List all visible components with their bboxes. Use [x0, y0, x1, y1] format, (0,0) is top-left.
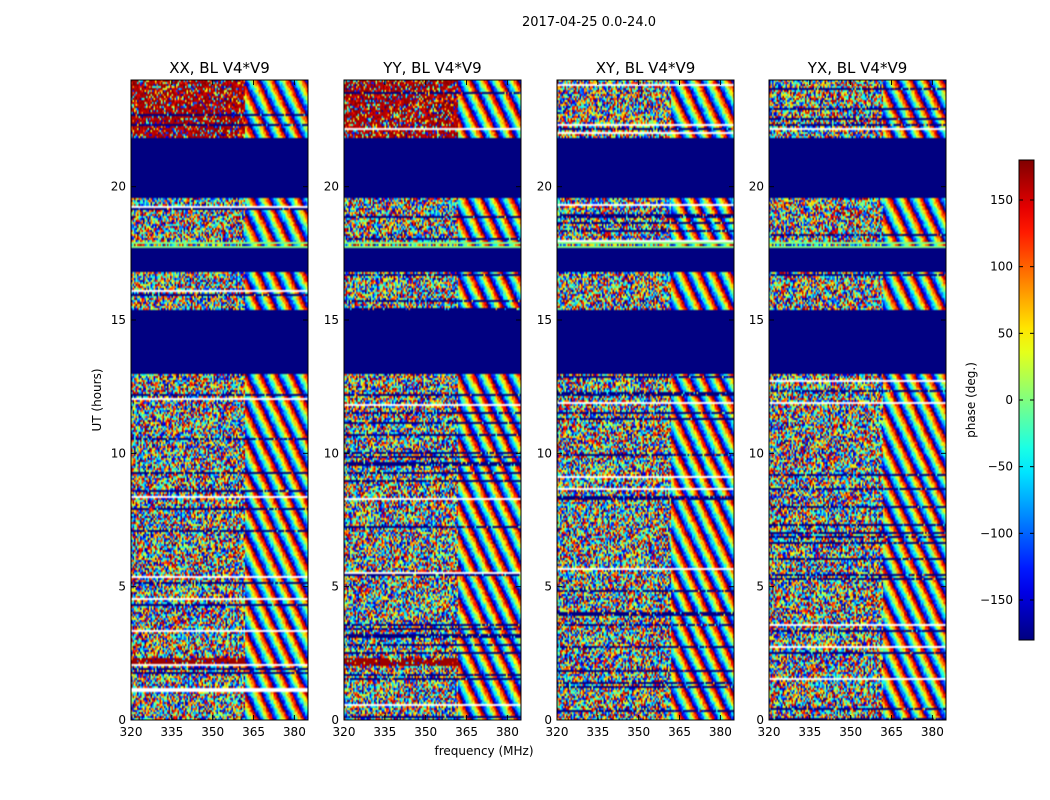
- colorbar-tick-label: −50: [988, 460, 1013, 474]
- x-tick-label: 335: [373, 725, 396, 739]
- y-tick-label: 15: [537, 313, 552, 327]
- y-tick-label: 0: [544, 713, 552, 727]
- panel-yx: YX, BL V4*V9 320 335 350 365 380 0 5 10 15 20: [749, 59, 947, 739]
- y-tick-label: 10: [324, 446, 339, 460]
- x-tick-label: 320: [120, 725, 143, 739]
- colorbar: −150 −100 −50 0 50 100 150: [980, 159, 1035, 641]
- y-tick-label: 10: [749, 446, 764, 460]
- y-tick-label: 5: [544, 580, 552, 594]
- colorbar-label: phase (deg.): [964, 362, 978, 438]
- panel-xx: XX, BL V4*V9 320 335 350 365 380 0 5 10 15 20: [111, 59, 309, 739]
- x-tick-label: 365: [455, 725, 478, 739]
- y-tick-label: 5: [118, 580, 126, 594]
- colorbar-tick-label: 150: [990, 193, 1013, 207]
- y-tick-label: 15: [111, 313, 126, 327]
- colorbar-tick-label: 50: [998, 326, 1013, 340]
- heatmap-xy: [557, 80, 734, 720]
- x-tick-label: 320: [546, 725, 569, 739]
- y-tick-label: 10: [111, 446, 126, 460]
- y-tick-label: 15: [749, 313, 764, 327]
- x-tick-label: 365: [242, 725, 265, 739]
- x-tick-label: 365: [668, 725, 691, 739]
- panel-title-yy: YY, BL V4*V9: [382, 59, 481, 77]
- x-tick-label: 380: [921, 725, 944, 739]
- colorbar-tick-label: −150: [980, 593, 1013, 607]
- x-tick-label: 365: [880, 725, 903, 739]
- x-tick-label: 350: [414, 725, 437, 739]
- panel-title-xy: XY, BL V4*V9: [596, 59, 696, 77]
- x-tick-label: 335: [586, 725, 609, 739]
- y-tick-label: 20: [111, 180, 126, 194]
- panel-xy: XY, BL V4*V9 320 335 350 365 380 0 5 10 15 20: [537, 59, 735, 739]
- colorbar-tick-label: 0: [1005, 393, 1013, 407]
- y-tick-label: 0: [331, 713, 339, 727]
- y-tick-label: 20: [324, 180, 339, 194]
- panel-yy: YY, BL V4*V9 320 335 350 365 380 0 5 10 15 20: [324, 59, 522, 739]
- y-tick-label: 20: [537, 180, 552, 194]
- heatmap-xx: [131, 80, 308, 720]
- y-tick-label: 0: [118, 713, 126, 727]
- x-tick-label: 380: [709, 725, 732, 739]
- y-tick-label: 5: [756, 580, 764, 594]
- y-tick-label: 20: [749, 180, 764, 194]
- x-tick-label: 320: [758, 725, 781, 739]
- y-tick-label: 5: [331, 580, 339, 594]
- colorbar-tick-label: 100: [990, 260, 1013, 274]
- figure-title: 2017-04-25 0.0-24.0: [522, 15, 656, 30]
- panel-frame: [556, 79, 735, 721]
- x-tick-label: 350: [627, 725, 650, 739]
- panel-title-yx: YX, BL V4*V9: [807, 59, 908, 77]
- y-axis-label: UT (hours): [90, 368, 104, 431]
- x-tick-label: 380: [496, 725, 519, 739]
- panel-frame: [130, 79, 309, 721]
- x-tick-label: 350: [201, 725, 224, 739]
- x-tick-label: 320: [333, 725, 356, 739]
- panel-title-xx: XX, BL V4*V9: [169, 59, 270, 77]
- panel-frame: [768, 79, 947, 721]
- x-tick-label: 380: [283, 725, 306, 739]
- x-axis-label: frequency (MHz): [434, 744, 533, 758]
- heatmap-yy: [344, 80, 521, 720]
- heatmap-yx: [769, 80, 946, 720]
- y-tick-label: 10: [537, 446, 552, 460]
- x-tick-label: 350: [839, 725, 862, 739]
- x-tick-label: 335: [798, 725, 821, 739]
- colorbar-tick-label: −100: [980, 526, 1013, 540]
- panel-frame: [343, 79, 522, 721]
- x-tick-label: 335: [160, 725, 183, 739]
- y-tick-label: 15: [324, 313, 339, 327]
- y-tick-label: 0: [756, 713, 764, 727]
